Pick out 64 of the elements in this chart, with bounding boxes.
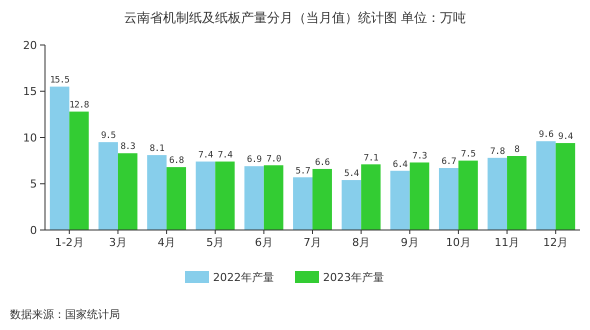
data-label: 5.7 (296, 166, 310, 176)
bar (166, 167, 186, 230)
data-label: 7.8 (490, 146, 505, 157)
bar (264, 165, 284, 230)
x-tick-label: 1-2月 (54, 236, 84, 249)
bar (361, 164, 381, 230)
data-label: 7.1 (364, 153, 378, 164)
bar (215, 162, 235, 230)
x-tick-label: 8月 (352, 236, 370, 249)
x-tick-label: 4月 (158, 236, 176, 249)
x-tick-label: 9月 (400, 236, 419, 249)
data-label: 7.3 (412, 151, 427, 162)
x-tick-label: 12月 (543, 236, 568, 249)
y-tick-label: 5 (30, 178, 37, 191)
bar (196, 162, 216, 230)
bar (488, 158, 508, 230)
data-label: 6.8 (169, 156, 184, 166)
data-label: 7.0 (266, 154, 281, 164)
bar (410, 162, 430, 230)
data-label: 5.4 (344, 169, 359, 180)
data-label: 6.4 (392, 160, 408, 170)
bar (293, 177, 312, 230)
data-label: 9.4 (558, 132, 573, 142)
data-label: 7.5 (460, 150, 476, 160)
bar (536, 141, 556, 230)
data-label: 9.5 (100, 131, 116, 142)
legend-label: 2022年产量 (213, 270, 274, 284)
y-tick-label: 15 (23, 85, 37, 98)
chart-title: 云南省机制纸及纸板产量分月（当月值）统计图 单位：万吨 (124, 11, 466, 26)
y-tick-label: 0 (30, 224, 37, 237)
legend-label: 2023年产量 (323, 270, 384, 284)
bar (50, 86, 70, 230)
data-label: 8 (514, 145, 520, 155)
bar (244, 166, 264, 230)
bar (390, 170, 410, 230)
x-tick-label: 6月 (254, 236, 273, 249)
bar (438, 168, 458, 230)
bar (458, 160, 478, 230)
data-label: 7.4 (198, 150, 213, 161)
bar (98, 142, 118, 230)
data-label: 6.9 (246, 155, 262, 166)
source-note: 数据来源：国家统计局 (10, 308, 120, 321)
x-tick-label: 10月 (446, 236, 471, 249)
bar (118, 153, 138, 230)
bar (342, 180, 362, 230)
bar (312, 168, 332, 230)
data-label: 8.3 (120, 142, 136, 152)
x-tick-label: 11月 (494, 236, 520, 249)
y-tick-label: 20 (23, 38, 37, 52)
data-label: 9.6 (538, 130, 554, 140)
x-tick-label: 3月 (108, 236, 127, 249)
data-label: 12.8 (69, 100, 89, 111)
bar (556, 143, 576, 230)
y-tick-label: 10 (23, 131, 37, 144)
x-tick-label: 5月 (206, 236, 224, 249)
bar (69, 112, 89, 230)
x-tick-label: 7月 (304, 236, 322, 249)
data-label: 8.1 (150, 144, 164, 154)
bar (507, 156, 526, 230)
data-label: 6.7 (441, 157, 456, 168)
data-label: 15.5 (50, 76, 70, 86)
data-label: 6.6 (314, 158, 330, 168)
bar (147, 155, 167, 230)
data-label: 7.4 (218, 150, 232, 161)
